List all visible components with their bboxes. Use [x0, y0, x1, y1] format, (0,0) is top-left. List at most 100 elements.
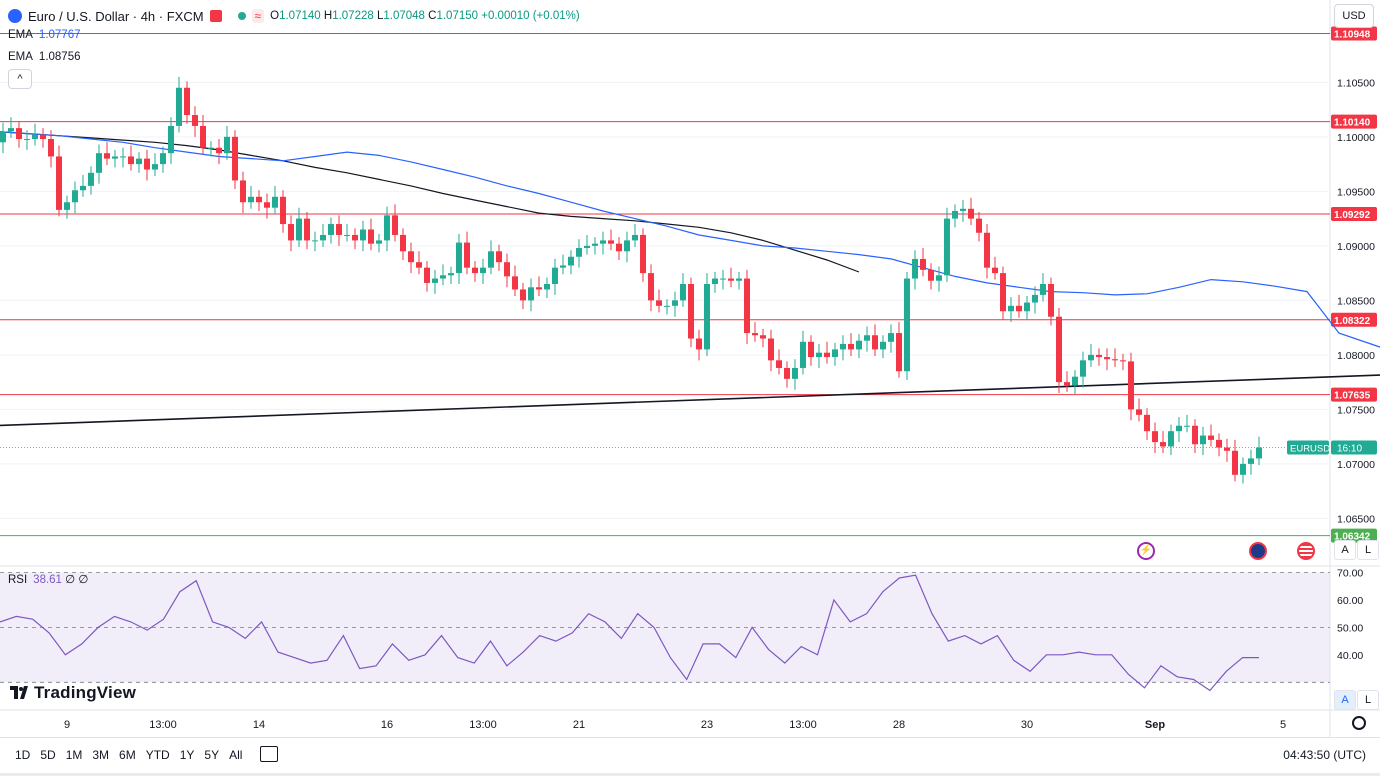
- ema-fast-legend[interactable]: EMA 1.07767: [8, 29, 81, 41]
- range-button-5d[interactable]: 5D: [40, 748, 56, 762]
- symbol-title[interactable]: Euro / U.S. Dollar · 4h · FXCM: [28, 8, 204, 24]
- horizontal-levels[interactable]: 1.10948 1.10140 1.09292 1.08322 1.07635 1.063…: [0, 26, 1377, 543]
- ohlc-values: O1.07140 H1.07228 L1.07048 C1.07150 +0.0…: [270, 10, 580, 22]
- candle-body: [144, 158, 150, 170]
- candle-body: [848, 343, 854, 350]
- candle-body: [232, 136, 238, 181]
- candle-body: [520, 289, 526, 301]
- candle-body: [288, 224, 294, 241]
- collapse-legend-button[interactable]: ^: [8, 69, 32, 89]
- candle-body: [552, 267, 558, 285]
- candlestick-series: [0, 76, 1262, 484]
- candle-body: [664, 305, 670, 307]
- candle-body: [680, 284, 686, 301]
- candle-body: [912, 258, 918, 279]
- candle-body: [648, 273, 654, 301]
- candle-body: [280, 196, 286, 225]
- utc-clock[interactable]: 04:43:50 (UTC): [1283, 748, 1366, 762]
- range-button-1m[interactable]: 1M: [65, 748, 83, 762]
- time-tick-label: 13:00: [789, 719, 817, 731]
- candle-body: [176, 87, 182, 126]
- ema-slow-legend[interactable]: EMA 1.08756: [8, 51, 81, 63]
- tradingview-logo-icon: [10, 684, 28, 699]
- price-tick-label: 1.07000: [1337, 459, 1375, 471]
- candle-body: [40, 134, 46, 140]
- range-button-ytd[interactable]: YTD: [145, 748, 170, 762]
- candle-body: [776, 360, 782, 368]
- price-tick-label: 1.07500: [1337, 404, 1375, 416]
- candle-body: [1128, 361, 1134, 410]
- candle-body: [688, 284, 694, 339]
- price-axis[interactable]: 1.10500 1.10000 1.09500 1.09000 1.08500 1.080…: [0, 77, 1377, 525]
- candle-body: [80, 185, 86, 191]
- candle-body: [1176, 425, 1182, 432]
- candle-body: [856, 340, 862, 350]
- candle-body: [1072, 376, 1078, 386]
- range-button-1d[interactable]: 1D: [15, 748, 31, 762]
- candle-body: [1152, 431, 1158, 443]
- candle-body: [112, 156, 118, 159]
- candle-body: [960, 208, 966, 211]
- candle-body: [1040, 284, 1046, 295]
- candle-body: [208, 147, 214, 149]
- candle-body: [16, 128, 22, 140]
- candle-body: [1088, 354, 1094, 361]
- candle-body: [1144, 414, 1150, 432]
- candle-body: [984, 232, 990, 268]
- candle-body: [352, 234, 358, 241]
- candle-body: [32, 134, 38, 140]
- log-scale-button[interactable]: L: [1357, 540, 1379, 560]
- flag-icon[interactable]: [209, 10, 222, 22]
- rsi-legend[interactable]: RSI 38.61 ∅ ∅: [8, 574, 89, 586]
- candle-body: [816, 352, 822, 358]
- flash-icon[interactable]: ⚡: [1137, 542, 1155, 560]
- candle-body: [824, 352, 830, 358]
- data-status-icon[interactable]: ≈: [251, 9, 265, 23]
- rsi-log-scale-button[interactable]: L: [1357, 690, 1379, 710]
- calendar-range-icon[interactable]: [260, 746, 278, 762]
- candle-body: [728, 278, 734, 281]
- range-selector: 1D 5D 1M 3M 6M YTD 1Y 5Y All: [10, 748, 247, 762]
- chart-canvas[interactable]: 1.10948 1.10140 1.09292 1.08322 1.07635 1.063…: [0, 0, 1380, 740]
- time-tick-label: 13:00: [469, 719, 497, 731]
- candle-body: [568, 256, 574, 266]
- rsi-tick-label: 70.00: [1337, 567, 1363, 579]
- candle-body: [488, 251, 494, 268]
- range-button-5y[interactable]: 5Y: [204, 748, 220, 762]
- candle-body: [1000, 273, 1006, 312]
- candle-body: [328, 224, 334, 235]
- candle-body: [360, 229, 366, 241]
- candle-body: [344, 234, 350, 236]
- level-price-tag: [1331, 387, 1377, 402]
- range-button-6m[interactable]: 6M: [119, 748, 136, 762]
- level-price-tag: [1331, 528, 1377, 543]
- candle-body: [24, 139, 30, 141]
- candle-body: [1080, 360, 1086, 377]
- time-tick-label: 9: [64, 719, 70, 731]
- range-button-1y[interactable]: 1Y: [179, 748, 195, 762]
- range-button-all[interactable]: All: [229, 748, 243, 762]
- candle-body: [1192, 425, 1198, 445]
- rsi-auto-scale-button[interactable]: A: [1334, 690, 1356, 710]
- candle-body: [928, 269, 934, 281]
- candle-body: [48, 139, 54, 157]
- candle-body: [592, 243, 598, 246]
- range-button-3m[interactable]: 3M: [92, 748, 110, 762]
- candle-body: [0, 131, 6, 143]
- us-flag-icon[interactable]: [1297, 542, 1315, 560]
- candle-body: [1256, 447, 1262, 459]
- level-price-label: 1.08322: [1334, 316, 1371, 327]
- candle-body: [624, 240, 630, 252]
- candle-body: [1248, 458, 1254, 464]
- candle-body: [736, 278, 742, 281]
- currency-button[interactable]: USD: [1334, 4, 1374, 28]
- candle-body: [400, 234, 406, 252]
- eu-flag-icon[interactable]: [1249, 542, 1267, 560]
- settings-gear-icon[interactable]: [1352, 716, 1366, 730]
- candle-body: [752, 333, 758, 336]
- auto-scale-button[interactable]: A: [1334, 540, 1356, 560]
- tradingview-logo[interactable]: TradingView: [10, 683, 136, 703]
- candle-body: [368, 229, 374, 244]
- trendline-group[interactable]: [0, 363, 1380, 427]
